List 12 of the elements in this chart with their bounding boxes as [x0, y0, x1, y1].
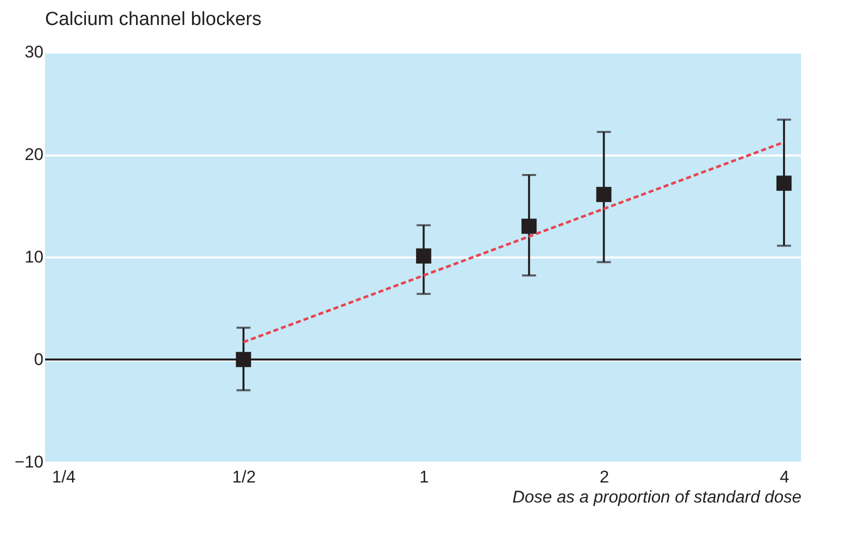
- x-tick-label: 1/2: [232, 468, 256, 486]
- y-tick-label: 30: [24, 42, 44, 62]
- y-tick-label: 20: [24, 145, 44, 164]
- x-axis-title: Dose as a proportion of standard dose: [512, 488, 802, 506]
- x-tick-label: 4: [780, 468, 790, 486]
- chart-title: Calcium channel blockers: [45, 9, 262, 30]
- y-tick-label: 0: [34, 350, 44, 369]
- x-tick-label: 2: [600, 468, 610, 486]
- y-tick-label: 10: [24, 248, 44, 266]
- x-tick-label: 1/4: [52, 468, 76, 486]
- y-tick-label: −10: [14, 452, 44, 472]
- x-tick-label: 1: [419, 468, 429, 486]
